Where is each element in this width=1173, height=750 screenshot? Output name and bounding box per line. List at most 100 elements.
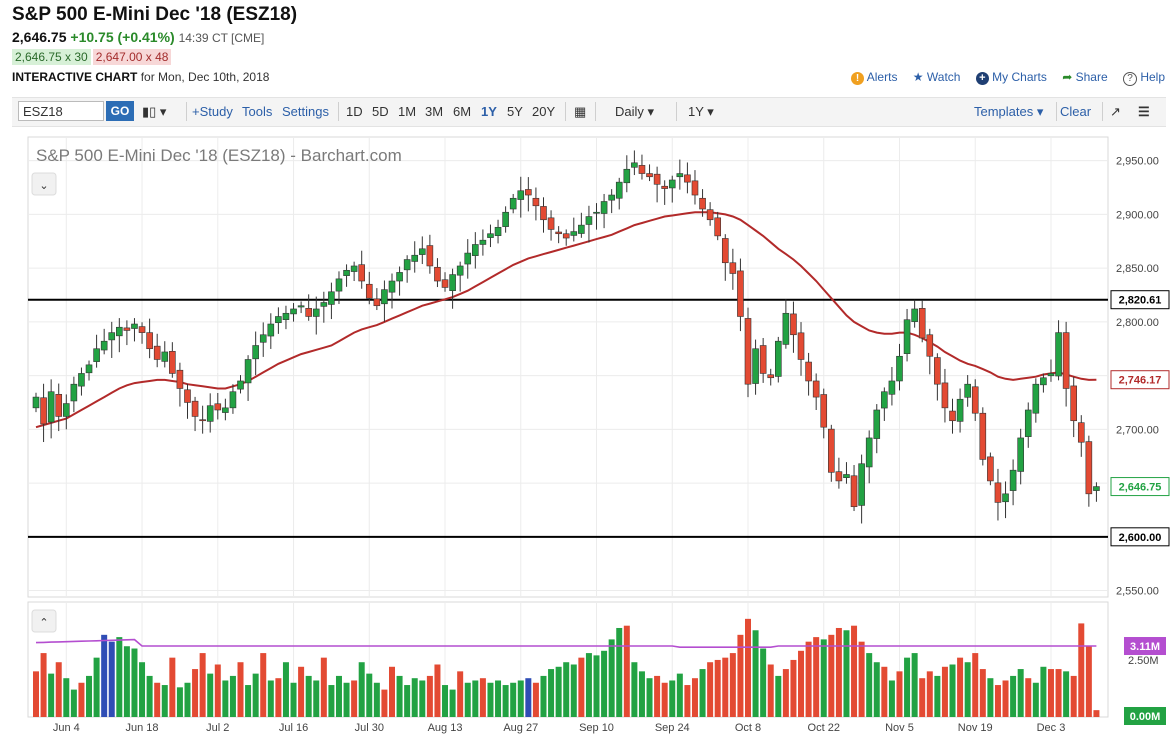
- chart-area[interactable]: 2,550.002,600.002,650.002,700.002,750.00…: [0, 127, 1173, 750]
- candle-body: [941, 382, 949, 409]
- candle-body: [275, 316, 282, 324]
- period-6m[interactable]: 6M: [453, 104, 472, 119]
- volume-bar: [775, 675, 782, 717]
- period-20y[interactable]: 20Y: [532, 104, 556, 119]
- volume-bar: [767, 664, 774, 717]
- candle-body: [570, 231, 578, 236]
- period-3m[interactable]: 3M: [425, 104, 444, 119]
- price-chart[interactable]: 2,550.002,600.002,650.002,700.002,750.00…: [0, 127, 1173, 745]
- period-1m[interactable]: 1M: [398, 104, 417, 119]
- calendar-icon[interactable]: ▦: [574, 104, 587, 119]
- candle-body: [562, 233, 570, 239]
- alert-icon: !: [851, 72, 865, 85]
- candle-body: [229, 391, 237, 409]
- candle-body: [926, 334, 934, 357]
- candle-body: [1002, 493, 1009, 503]
- candle-body: [449, 274, 456, 291]
- alerts-link[interactable]: ! Alerts: [851, 70, 898, 85]
- watch-link[interactable]: ★ Watch: [913, 70, 961, 84]
- interval-select[interactable]: Daily ▾: [615, 104, 655, 119]
- go-button[interactable]: GO: [106, 101, 134, 121]
- chevron-down-icon: ⌄: [39, 179, 48, 192]
- candle-body: [835, 471, 843, 482]
- candle-body: [138, 326, 146, 333]
- volume-bar: [48, 673, 55, 717]
- volume-bar: [820, 639, 827, 717]
- y-tick-label: 2,800.00: [1116, 317, 1159, 329]
- my-charts-link[interactable]: + My Charts: [975, 70, 1047, 85]
- header-links: ! Alerts ★ Watch + My Charts ➦ Share ? H…: [839, 70, 1165, 86]
- alerts-label: Alerts: [866, 70, 898, 84]
- volume-bar: [479, 678, 486, 717]
- candle-body: [93, 348, 100, 362]
- templates-button[interactable]: Templates ▾: [974, 104, 1044, 119]
- volume-collapse-button: [31, 609, 57, 633]
- volume-bar: [957, 657, 964, 717]
- period-1d[interactable]: 1D: [346, 104, 363, 119]
- candle-body: [684, 174, 691, 183]
- volume-bar: [176, 687, 183, 717]
- volume-bar: [123, 646, 130, 717]
- volume-bar: [661, 682, 668, 717]
- chart-date: for Mon, Dec 10th, 2018: [140, 70, 270, 84]
- period-5y[interactable]: 5Y: [507, 104, 523, 119]
- candle-body: [721, 238, 729, 264]
- volume-bar: [926, 671, 933, 717]
- study-button[interactable]: +Study: [192, 104, 233, 119]
- candle-body: [426, 245, 434, 267]
- settings-button[interactable]: Settings: [282, 104, 329, 119]
- candle-body: [267, 323, 275, 337]
- candle-body: [956, 398, 964, 422]
- volume-bar: [328, 685, 335, 717]
- volume-bar: [237, 662, 244, 717]
- volume-bar: [714, 659, 721, 717]
- candle-body: [623, 168, 631, 184]
- candle-body: [62, 403, 70, 417]
- candle-body: [668, 179, 676, 189]
- volume-bar: [313, 680, 320, 717]
- candle-body: [434, 266, 441, 282]
- candle-body: [70, 383, 78, 402]
- volume-bar: [638, 671, 645, 717]
- volume-bar: [623, 625, 630, 717]
- volume-bar: [548, 669, 555, 717]
- x-tick-label: Jun 4: [53, 722, 80, 734]
- candle-body: [1032, 383, 1040, 414]
- candle-body: [525, 189, 532, 196]
- help-link[interactable]: ? Help: [1122, 70, 1165, 86]
- range-select[interactable]: 1Y ▾: [688, 104, 714, 119]
- period-5d[interactable]: 5D: [372, 104, 389, 119]
- menu-icon[interactable]: ☰: [1138, 104, 1150, 119]
- volume-bar: [532, 682, 539, 717]
- tools-button[interactable]: Tools: [242, 104, 273, 119]
- volume-bar: [260, 653, 267, 717]
- volume-bar: [373, 682, 380, 717]
- candle-body: [479, 239, 487, 245]
- plus-circle-icon: +: [975, 72, 989, 85]
- volume-bar: [381, 689, 388, 717]
- candle-type-icon[interactable]: ▮▯ ▾: [142, 104, 167, 119]
- expand-icon[interactable]: ↗: [1110, 104, 1121, 119]
- candle-body: [752, 348, 759, 384]
- star-icon: ★: [912, 70, 924, 84]
- volume-bar: [214, 664, 221, 717]
- y-tick-label: 2,700.00: [1116, 424, 1159, 436]
- volume-bar: [33, 671, 39, 717]
- candle-body: [1047, 373, 1055, 377]
- period-1y[interactable]: 1Y: [481, 104, 497, 119]
- range-value: 1Y: [688, 104, 704, 119]
- x-tick-label: Sep 10: [579, 722, 614, 734]
- candle-body: [994, 482, 1002, 503]
- candle-body: [441, 279, 449, 288]
- symbol-input[interactable]: ESZ18: [18, 101, 104, 121]
- clear-button[interactable]: Clear: [1060, 104, 1092, 119]
- chart-toolbar: ESZ18 GO ▮▯ ▾ +Study Tools Settings 1D 5…: [12, 97, 1166, 127]
- volume-bar: [1017, 669, 1024, 717]
- volume-bar: [86, 675, 93, 717]
- price-change: +10.75 (+0.41%): [70, 29, 175, 45]
- share-link[interactable]: ➦ Share: [1062, 70, 1107, 84]
- volume-bar: [116, 637, 123, 717]
- volume-bar: [540, 675, 547, 717]
- volume-bar: [911, 653, 918, 717]
- volume-bar: [585, 653, 592, 717]
